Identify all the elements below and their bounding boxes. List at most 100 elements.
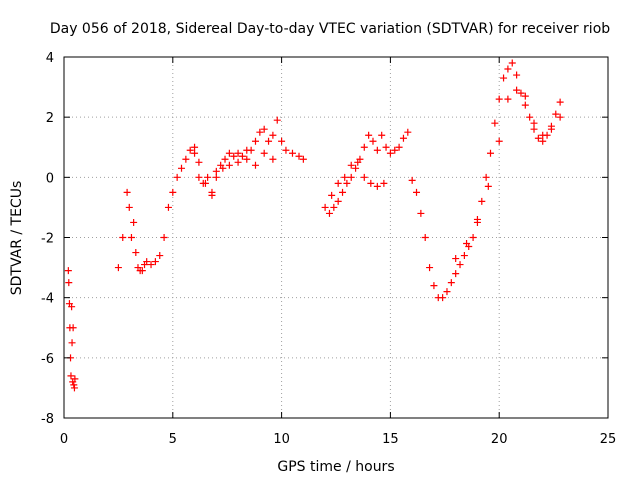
data-point [430,282,438,290]
data-point [265,137,273,145]
data-point [328,191,336,199]
data-point [295,152,303,160]
data-point [251,161,259,169]
data-point [556,113,564,121]
data-point [399,134,407,142]
data-point [273,116,281,124]
data-point [495,137,503,145]
data-point [552,110,560,118]
data-point [452,270,460,278]
data-point [278,137,286,145]
data-point [208,191,216,199]
data-point [221,155,229,163]
data-point [70,381,78,389]
x-tick-label: 25 [600,432,617,447]
data-point [71,375,79,383]
data-point [373,182,381,190]
data-point [212,167,220,175]
data-point [69,324,77,332]
y-tick-label: -6 [41,352,54,367]
data-point [119,234,127,241]
data-point [391,146,399,154]
data-point [334,179,342,187]
data-point [191,149,199,157]
data-point [443,288,451,296]
data-point [212,173,220,181]
data-point [132,249,140,257]
data-point [378,131,386,139]
data-point [484,182,492,190]
axis-ticks: 0 5 10 15 20 25 -8 -6 -4 -2 0 2 4 [41,51,616,447]
data-point [256,128,264,136]
data-point [70,384,78,392]
x-tick-label: 20 [491,432,508,447]
data-point [380,179,388,187]
data-point [178,164,186,172]
y-tick-label: 2 [46,111,54,126]
data-point [513,71,521,79]
data-point [330,203,338,211]
data-point [495,95,503,103]
data-point [504,95,512,103]
data-point [469,234,477,241]
data-point [334,197,342,205]
data-point [143,258,151,266]
data-point [260,125,268,133]
data-point [367,179,375,187]
data-point [491,119,499,127]
data-point [556,98,564,106]
data-point [521,101,529,109]
data-point [147,261,155,269]
y-tick-label: -4 [41,292,54,307]
data-point [547,125,555,133]
data-point [352,164,360,172]
data-point [482,173,490,181]
data-point [67,372,75,380]
data-point [421,234,429,241]
y-axis-label: SDTVAR / TECUs [9,181,25,296]
data-point [395,143,403,151]
data-point [156,252,164,260]
data-point [426,264,434,272]
data-point [234,158,242,166]
data-point [386,149,394,157]
data-point [530,125,538,133]
data-point [452,255,460,263]
data-point [225,161,233,169]
data-point [182,155,190,163]
data-point [68,303,76,311]
data-point [500,74,508,82]
x-axis-label: GPS time / hours [277,459,394,475]
data-point [513,86,521,94]
data-point [360,143,368,151]
data-point [521,92,529,100]
data-point [530,119,538,127]
data-point [534,134,542,142]
data-point [347,161,355,169]
data-point [347,173,355,181]
data-point [460,252,468,260]
data-point [288,149,296,157]
data-point [382,143,390,151]
data-point [225,149,233,157]
data-point [195,173,203,181]
data-point [341,173,349,181]
data-point [539,137,547,145]
data-point [247,146,255,154]
data-point [413,188,421,196]
data-point [526,113,534,121]
data-point [269,155,277,163]
data-point [243,155,251,163]
data-point [456,261,464,269]
data-point [478,197,486,205]
data-point [343,179,351,187]
data-point [201,179,209,187]
data-point [186,146,194,154]
data-point [373,146,381,154]
data-point [164,203,172,211]
data-point [517,89,525,97]
x-tick-label: 10 [273,432,290,447]
data-point [360,173,368,181]
data-point [339,188,347,196]
data-point [447,279,455,287]
